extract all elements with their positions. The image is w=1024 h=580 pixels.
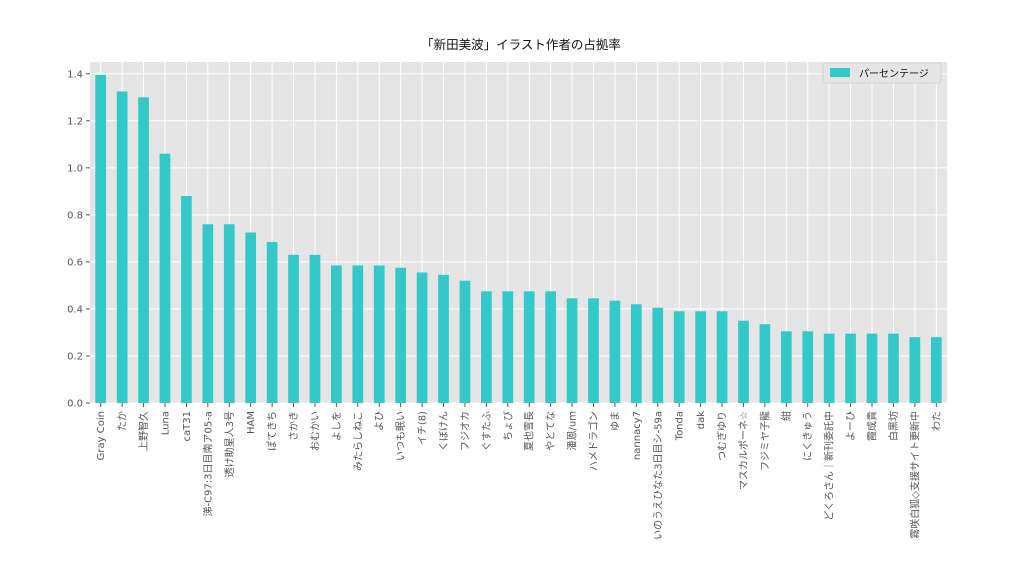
y-tick-label: 1.0 — [67, 163, 83, 174]
x-tick-label: よひ — [374, 411, 386, 431]
bar — [802, 331, 814, 403]
y-tick-label: 1.2 — [67, 116, 83, 127]
bar — [245, 232, 257, 403]
bar — [652, 307, 664, 403]
bar — [823, 333, 835, 403]
x-tick-label: 紺 — [780, 411, 793, 421]
bar — [266, 241, 278, 403]
x-tick-label: たか — [117, 411, 129, 431]
legend-label: パーセンテージ — [859, 68, 929, 80]
x-tick-label: わた — [931, 411, 943, 431]
x-tick-label: Gray Coin — [96, 411, 107, 460]
bar — [566, 298, 578, 403]
y-tick-label: 0.6 — [67, 257, 83, 268]
bars — [95, 74, 942, 404]
bar — [545, 291, 556, 403]
bar — [288, 254, 299, 403]
bar — [759, 324, 771, 403]
x-tick-label: フジミヤ子龍 — [758, 411, 771, 471]
bar — [780, 331, 792, 403]
x-tick-label: くぼけん — [438, 411, 450, 451]
x-tick-label: みたらしねこ — [352, 411, 364, 471]
x-tick-label: いつも眠い — [395, 411, 407, 461]
legend: パーセンテージ — [822, 62, 942, 84]
x-tick-label: 霞成貴 — [866, 411, 879, 441]
bar — [502, 291, 514, 403]
bar — [438, 274, 449, 403]
x-tick-label: イチ(8) — [417, 411, 429, 445]
chart-title: 「新田美波」イラスト作者の占拠率 — [421, 37, 621, 52]
x-tick-label: ゆま — [609, 411, 621, 431]
x-tick-label: Tonda — [675, 411, 686, 441]
x-tick-label: Luna — [160, 411, 171, 435]
bar — [331, 265, 342, 403]
x-tick-label: さかき — [288, 411, 300, 441]
bar — [416, 272, 428, 403]
bar — [373, 265, 385, 403]
bar — [309, 254, 321, 403]
x-tick-label: よしを — [331, 411, 343, 441]
x-tick-label: いのうえひなた3日目シ-59a — [652, 411, 664, 540]
x-tick-label: 透け助星人3号 — [223, 411, 236, 477]
x-tick-label: 涕-C97:3日目南ア05-a — [201, 411, 214, 517]
x-tick-label: つむぎゆり — [716, 411, 729, 461]
x-tick-label: 潘恩/um — [567, 411, 579, 450]
bar — [159, 153, 171, 403]
x-tick-label: マスカルポーネ☆ — [738, 411, 750, 490]
bar — [630, 304, 642, 403]
bar — [523, 291, 535, 403]
bar — [866, 333, 878, 403]
bar — [481, 291, 492, 403]
y-tick-label: 0.0 — [67, 399, 83, 410]
bar — [223, 224, 235, 403]
x-tick-label: やとてな — [545, 411, 557, 451]
plot-area — [90, 62, 947, 403]
y-tick-label: 0.4 — [67, 304, 83, 315]
bar — [930, 337, 942, 403]
legend-swatch — [830, 68, 850, 77]
y-axis: 0.0 0.2 0.4 0.6 0.8 1.0 1.2 1.4 — [67, 69, 90, 410]
bar — [888, 333, 899, 403]
x-tick-label: ぐすたふ — [481, 411, 493, 451]
legend-box — [822, 62, 942, 84]
bar — [845, 333, 856, 403]
x-tick-label: 霧咲白狐◇支援サイト更新中 — [908, 411, 921, 539]
bar — [738, 320, 749, 403]
bar — [395, 267, 407, 403]
bar — [673, 311, 685, 403]
x-tick-label: おむかい — [309, 411, 321, 451]
bar — [116, 91, 128, 404]
x-tick-label: 夏也雪長 — [523, 411, 536, 451]
x-tick-label: 白黒坊 — [887, 411, 900, 441]
x-tick-label: caT31 — [182, 411, 193, 441]
x-tick-label: にくきゅう — [802, 411, 814, 461]
x-tick-label: 上野智久 — [137, 411, 150, 451]
bar — [716, 311, 728, 403]
x-tick-label: どくろさん｜新刊委託中 — [823, 411, 836, 521]
x-tick-label: ちょび — [502, 411, 514, 441]
x-tick-label: HAM — [246, 411, 257, 434]
x-axis: Gray Coin たか 上野智久 Luna caT31 涕-C97:3日目南ア05-a 透… — [96, 403, 943, 540]
y-tick-label: 0.8 — [67, 210, 83, 221]
bar — [352, 265, 364, 403]
x-tick-label: ハメドラゴン — [587, 411, 600, 471]
x-tick-label: dak — [696, 411, 707, 429]
x-tick-label: nannacy7 — [632, 411, 643, 460]
bar — [695, 311, 706, 403]
x-tick-label: フジオカ — [459, 411, 471, 451]
bar — [609, 300, 621, 403]
x-tick-label: よーひ — [845, 411, 857, 441]
bar — [202, 224, 214, 403]
x-tick-label: ぽてきち — [267, 411, 279, 451]
bar — [181, 196, 192, 403]
bar — [138, 97, 149, 403]
y-tick-label: 1.4 — [67, 69, 83, 80]
bar — [459, 280, 471, 403]
bar — [588, 298, 599, 403]
y-tick-label: 0.2 — [67, 351, 83, 362]
bar — [95, 74, 107, 404]
bar — [909, 337, 921, 403]
